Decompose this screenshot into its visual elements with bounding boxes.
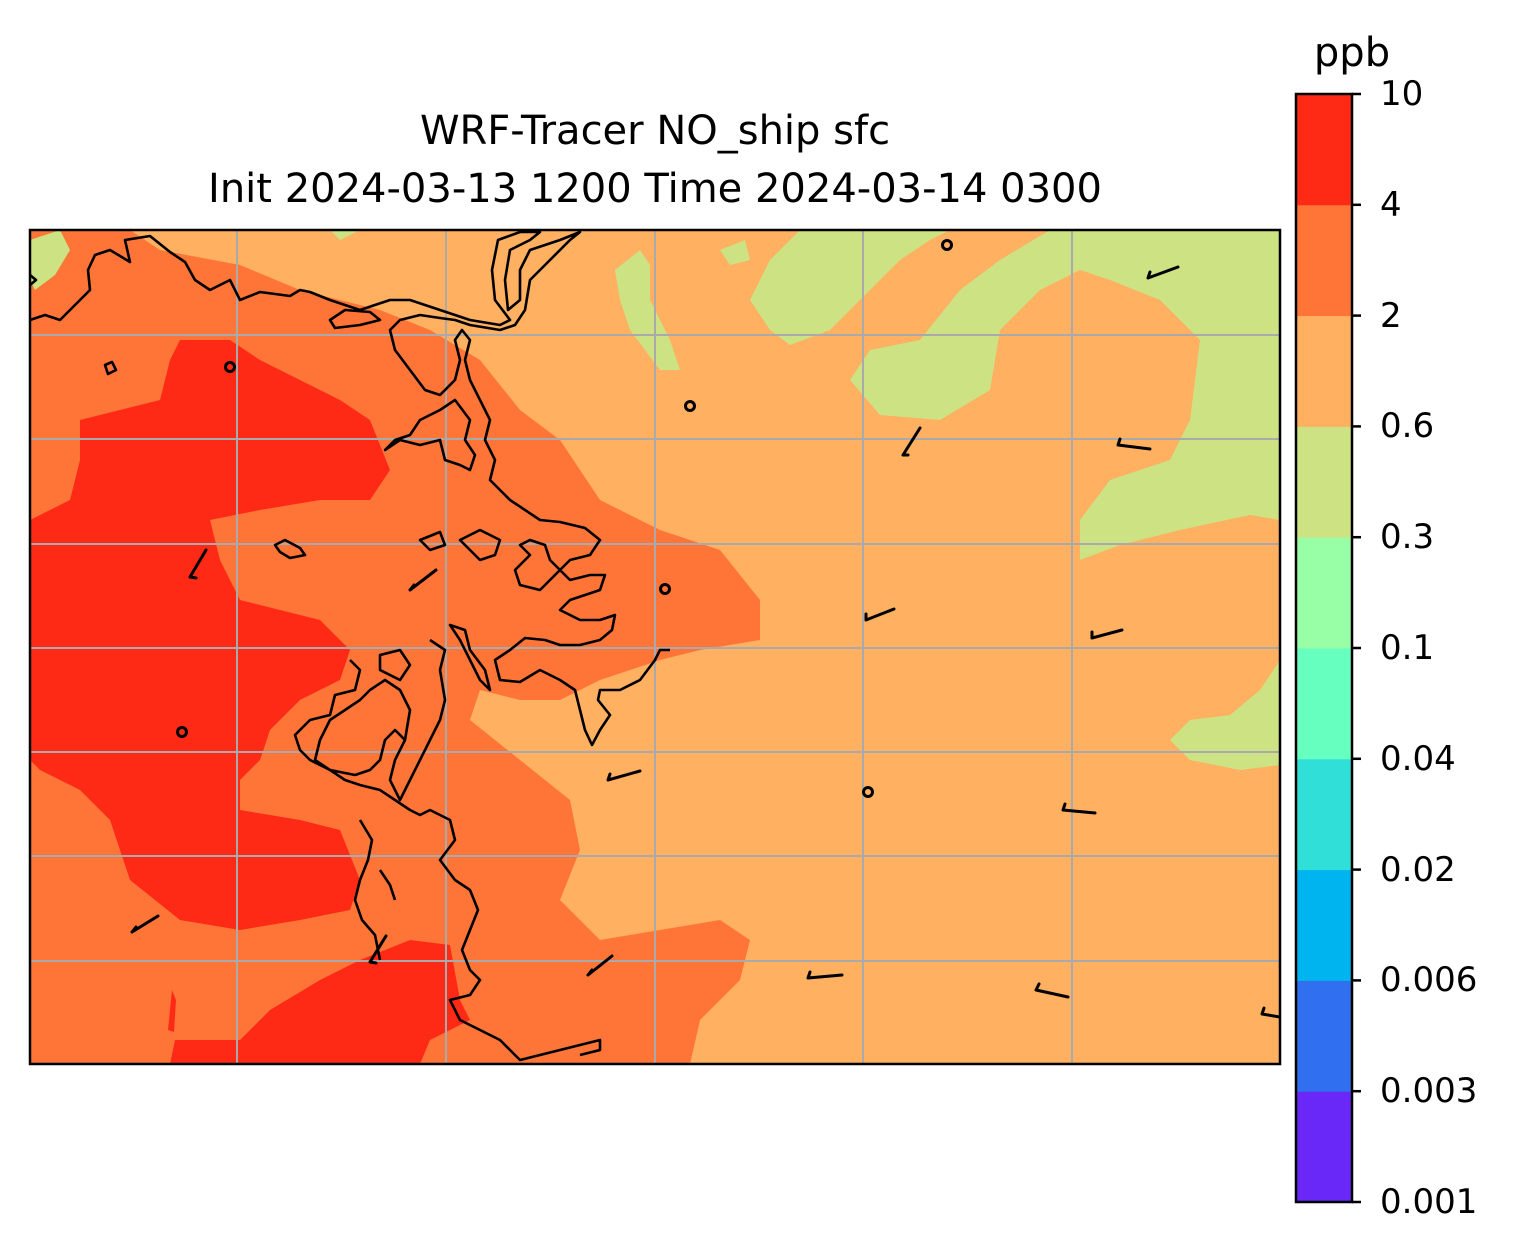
wind-barb [1116,437,1152,451]
colorbar-tick-label: 4 [1380,184,1402,225]
colorbar-segment [1296,204,1352,317]
colorbar-tick-label: 0.6 [1380,406,1435,447]
city-marker [684,400,696,412]
coastline-south [293,648,602,1062]
colorbar-tick-label: 0.003 [1380,1071,1478,1112]
colorbar-tick-label: 0.1 [1380,628,1435,668]
coastline-islands [30,274,382,560]
field-0.3-0.6-north [330,230,1280,560]
map-frame [28,228,1282,1066]
field-4-10-sliver [168,990,176,1032]
coastline-inlet-a [383,398,477,472]
wind-barb [1090,628,1124,640]
city-marker [176,726,188,738]
wind-barb [408,568,438,592]
coastlines [30,230,670,1062]
colorbar-tick-label: 10 [1380,74,1424,114]
colorbar-segment [1296,980,1352,1092]
coastline-inlet-b [418,528,562,592]
wind-barb [606,769,642,782]
coastline-delta [353,819,397,961]
wind-barb [1061,802,1097,815]
field-0.3-0.6-east [1170,660,1280,770]
colorbar-segment [1296,94,1352,206]
colorbar-tick-label: 2 [1380,295,1402,336]
city-marker [862,786,874,798]
wind-barb [1146,265,1180,280]
colorbar-tick-label: 0.006 [1380,960,1478,1001]
colorbar-tick-label: 0.04 [1380,738,1456,779]
wind-barb [130,914,160,934]
colorbar-segment [1296,1091,1352,1203]
city-marker [224,361,236,373]
field-4-10 [30,340,390,930]
wind-barbs [130,265,1280,1019]
city-marker [659,583,671,595]
colorbar-segment [1296,648,1352,760]
wind-barb [864,607,896,622]
city-markers [176,239,953,798]
wind-barb [901,426,922,457]
city-marker [941,239,953,251]
coastline-inlet-c [313,623,492,802]
colorbar [1294,92,1361,1204]
colorbar-tick-label: 0.3 [1380,517,1435,558]
colorbar-segment [1296,315,1352,427]
wind-barb [188,548,208,580]
wind-barb [368,934,388,965]
wind-barb [1260,1006,1280,1019]
colorbar-segment [1296,426,1352,538]
colorbar-tick-label: 0.001 [1380,1182,1478,1222]
colorbar-tick-label: 0.02 [1380,849,1456,890]
colorbar-segment [1296,537,1352,649]
colorbar-segment [1296,758,1352,871]
coastline-north [30,230,670,747]
wind-barb [1034,982,1070,999]
wind-barb [806,970,844,980]
field-0.3-0.6-corner [30,230,70,290]
title-line-2: Init 2024-03-13 1200 Time 2024-03-14 030… [208,166,1102,212]
wind-barb [586,954,614,977]
colorbar-unit-label: ppb [1313,30,1391,76]
field-4-10-south [170,940,470,1064]
gridlines [30,230,1280,1064]
colorbar-segment [1296,869,1352,981]
title-line-1: WRF-Tracer NO_ship sfc [419,108,891,154]
map-panel [30,230,1280,1064]
